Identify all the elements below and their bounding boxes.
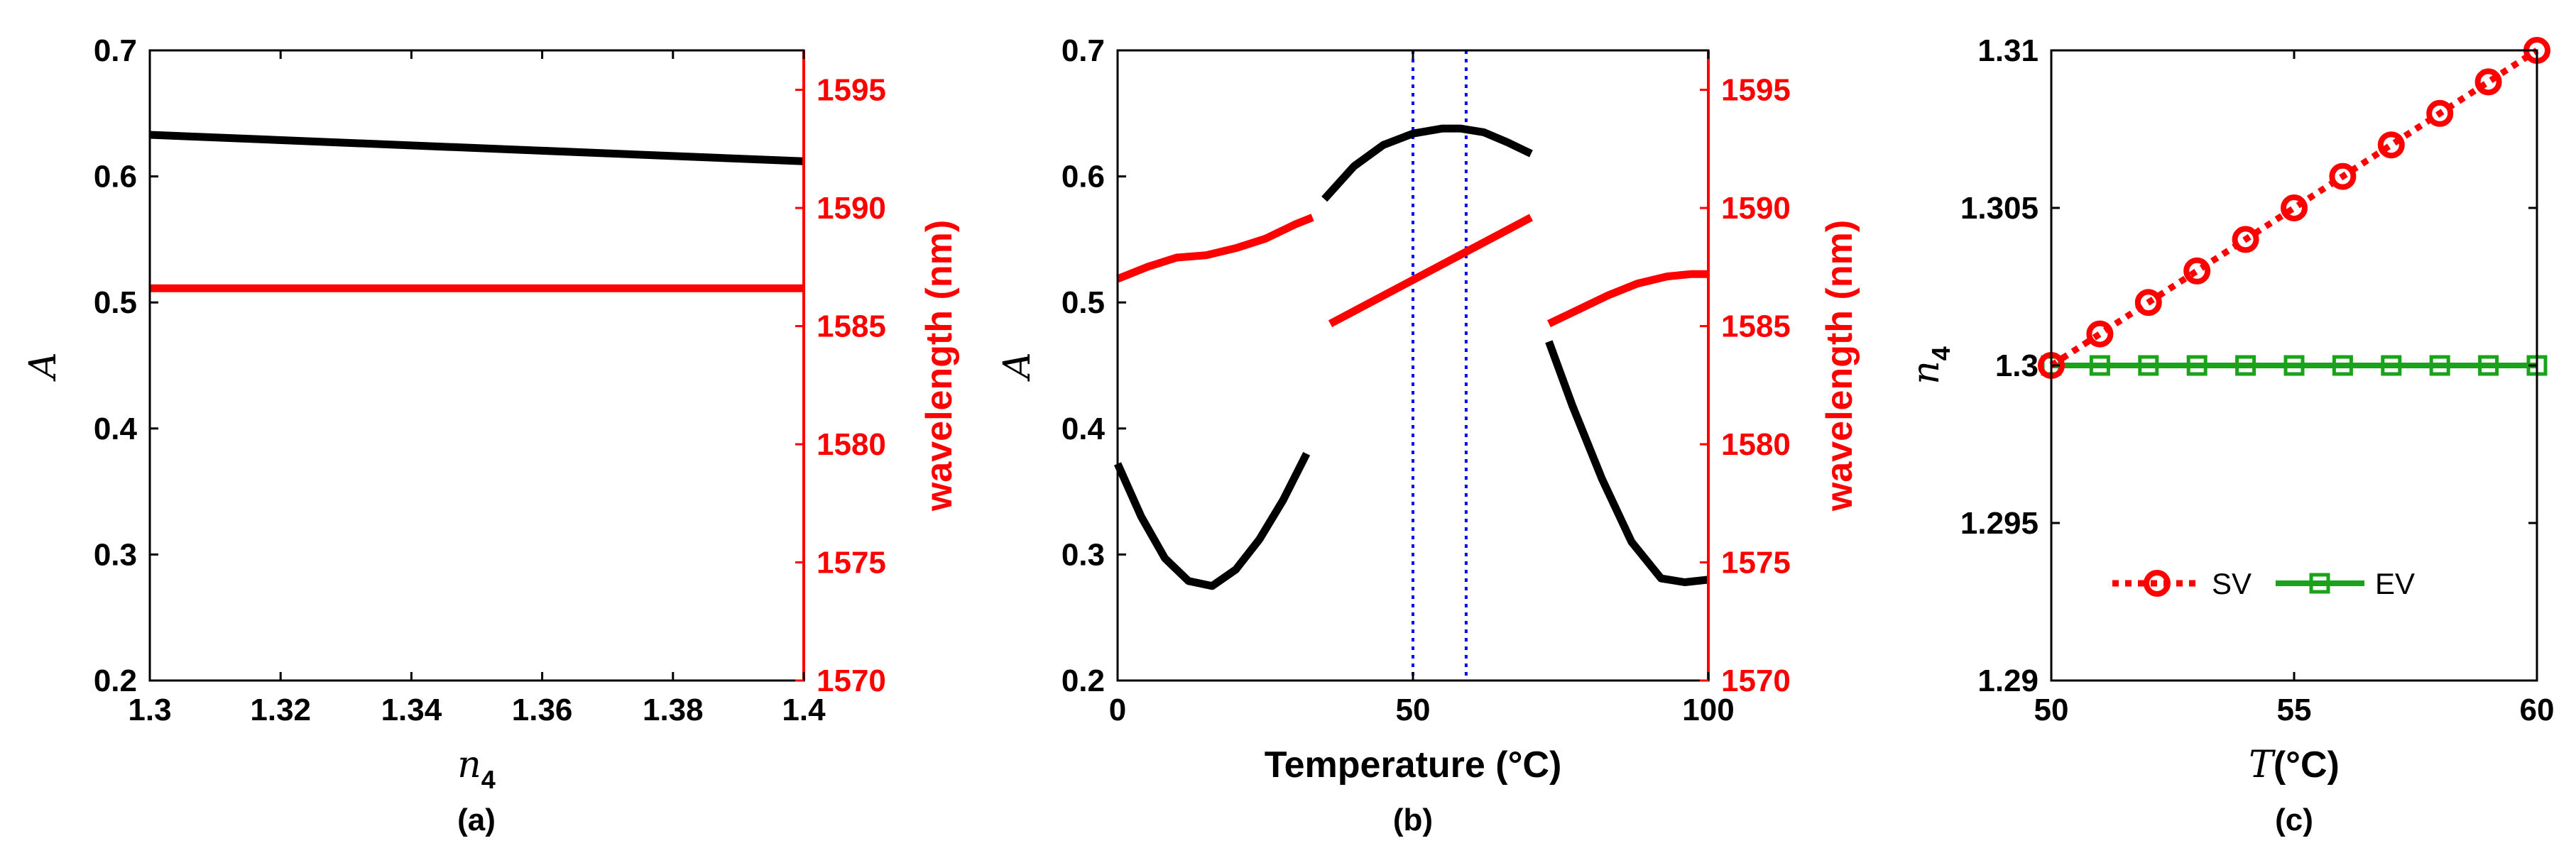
x-tick-label: 50 — [2034, 693, 2069, 727]
series-sv-point — [2474, 68, 2502, 96]
y-tick-label-right: 1590 — [817, 191, 886, 226]
y-tick-label-left: 0.5 — [1061, 285, 1105, 320]
y-tick-label-right: 1595 — [1721, 73, 1791, 108]
y-tick-label: 1.31 — [1977, 33, 2039, 68]
series-sv-point — [2426, 99, 2454, 127]
x-tick-label: 1.3 — [128, 693, 171, 727]
panel-c-legend: SV EV — [2112, 567, 2415, 600]
series-ev-point — [2186, 355, 2207, 376]
x-tick-label: 0 — [1109, 693, 1126, 727]
series-sv-point — [2377, 131, 2405, 159]
y-tick-label-left: 0.6 — [94, 160, 137, 194]
panel-a: 1.3 1.32 1.34 1.36 1.38 1.4 0.2 0.3 0.4 0.5 0.6 0.7… — [22, 33, 960, 837]
x-tick-label: 100 — [1682, 693, 1734, 727]
series-ev-point — [2138, 355, 2159, 376]
panel-b-ylabel-left: A — [996, 352, 1039, 382]
legend-sv-label: SV — [2212, 567, 2252, 600]
y-tick-label-left: 0.2 — [1061, 663, 1105, 698]
series-sv-point — [2183, 257, 2211, 285]
y-tick-label-right: 1595 — [817, 73, 886, 108]
series-ev-point — [2478, 355, 2499, 376]
series-a-line — [149, 131, 804, 165]
y-tick-label-right: 1580 — [1721, 427, 1791, 462]
panel-c-caption: (c) — [2275, 803, 2313, 837]
y-tick-label-left: 0.3 — [1061, 537, 1105, 572]
series-sv-point — [2281, 194, 2308, 221]
y-tick-label-right: 1575 — [817, 546, 886, 580]
series-ev-point — [2429, 355, 2450, 376]
panel-b-marks — [1113, 50, 1709, 681]
legend-ev-marker — [2309, 573, 2330, 594]
y-tick-label-left: 0.3 — [94, 537, 137, 572]
x-tick-label: 50 — [1396, 693, 1431, 727]
y-tick-label-left: 0.5 — [94, 285, 137, 320]
panel-a-marks — [149, 131, 804, 292]
y-tick-label-left: 0.4 — [94, 412, 138, 446]
x-tick-label: 1.38 — [643, 693, 704, 727]
series-wavelength-line — [1328, 214, 1533, 328]
x-tick-label: 1.34 — [381, 693, 442, 727]
panel-a-ylabel-left: A — [22, 352, 65, 382]
panel-b-ticks: 0 50 100 0.2 0.3 0.4 0.5 0.6 0.7 1570 1575 1580 1585… — [1061, 33, 1791, 727]
y-tick-label: 1.295 — [1960, 506, 2039, 541]
y-tick-label-left: 0.2 — [94, 663, 137, 698]
legend-ev-label: EV — [2375, 567, 2415, 600]
y-tick-label-right: 1585 — [817, 309, 886, 344]
series-ev-point — [2381, 355, 2402, 376]
panel-b-ylabel-right: wavelength (nm) — [1819, 220, 1860, 512]
y-tick-label-left: 0.7 — [94, 33, 137, 68]
series-sv-point — [2134, 289, 2162, 316]
panel-a-caption: (a) — [457, 803, 496, 837]
x-tick-label: 60 — [2520, 693, 2555, 727]
panel-c-xlabel: T(°C) — [2249, 744, 2340, 786]
series-ev-point — [2089, 355, 2110, 376]
panel-c-ticks: 50 55 60 1.29 1.295 1.3 1.305 1.31 — [1960, 33, 2555, 727]
panel-a-ticks: 1.3 1.32 1.34 1.36 1.38 1.4 0.2 0.3 0.4 0.5 0.6 0.7… — [94, 33, 886, 727]
series-a-line — [1321, 124, 1533, 202]
y-tick-label-right: 1590 — [1721, 191, 1791, 226]
panel-a-xlabel: n4 — [457, 744, 496, 794]
series-sv-point — [2232, 226, 2259, 253]
legend-sv-marker — [2144, 570, 2171, 597]
x-tick-label: 1.36 — [512, 693, 573, 727]
y-tick-label-left: 0.7 — [1061, 33, 1105, 68]
y-tick-label-right: 1580 — [817, 427, 886, 462]
y-tick-label-right: 1585 — [1721, 309, 1791, 344]
y-tick-label-right: 1570 — [817, 663, 886, 698]
panel-b-caption: (b) — [1393, 803, 1433, 837]
y-tick-label: 1.29 — [1977, 663, 2039, 698]
series-ev-point — [2332, 355, 2353, 376]
panel-c: 50 55 60 1.29 1.295 1.3 1.305 1.31 T(°C) n4 (c)… — [1905, 33, 2554, 837]
series-ev-point — [2235, 355, 2256, 376]
series-wavelength-line — [1115, 214, 1314, 283]
panel-c-ylabel: n4 — [1905, 346, 1955, 385]
panel-b: 0 50 100 0.2 0.3 0.4 0.5 0.6 0.7 1570 1575 1580 1585… — [996, 33, 1860, 837]
y-tick-label-right: 1570 — [1721, 663, 1791, 698]
series-ev-point — [2283, 355, 2305, 376]
y-tick-label-left: 0.6 — [1061, 160, 1105, 194]
y-tick-label: 1.305 — [1960, 191, 2039, 226]
series-wavelength-line — [1547, 270, 1708, 328]
y-tick-label-left: 0.4 — [1061, 412, 1106, 446]
series-sv-point — [2086, 320, 2114, 348]
series-a-line — [1545, 340, 1709, 586]
x-tick-label: 1.32 — [250, 693, 311, 727]
series-a-line — [1113, 451, 1311, 590]
panel-c-marks — [2038, 37, 2550, 379]
series-sv-point — [2329, 163, 2357, 190]
panel-b-xlabel: Temperature (°C) — [1265, 744, 1562, 786]
y-tick-label: 1.3 — [1995, 348, 2039, 383]
x-tick-label: 55 — [2277, 693, 2312, 727]
y-tick-label-right: 1575 — [1721, 546, 1791, 580]
x-tick-label: 1.4 — [782, 693, 826, 727]
panel-a-ylabel-right: wavelength (nm) — [919, 220, 960, 512]
